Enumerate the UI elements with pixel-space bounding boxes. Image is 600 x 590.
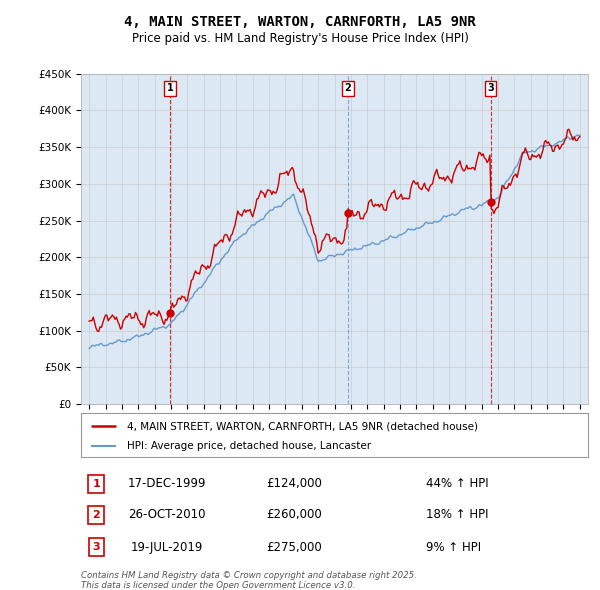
Text: 44% ↑ HPI: 44% ↑ HPI [426,477,488,490]
Text: Price paid vs. HM Land Registry's House Price Index (HPI): Price paid vs. HM Land Registry's House … [131,32,469,45]
Text: 4, MAIN STREET, WARTON, CARNFORTH, LA5 9NR: 4, MAIN STREET, WARTON, CARNFORTH, LA5 9… [124,15,476,29]
Text: 2: 2 [344,83,351,93]
Text: 9% ↑ HPI: 9% ↑ HPI [426,540,481,553]
Text: 1: 1 [167,83,173,93]
Text: 19-JUL-2019: 19-JUL-2019 [131,540,203,553]
Text: £260,000: £260,000 [266,509,322,522]
Text: 1: 1 [92,479,100,489]
Text: 17-DEC-1999: 17-DEC-1999 [128,477,206,490]
Text: £275,000: £275,000 [266,540,322,553]
Text: £124,000: £124,000 [266,477,322,490]
Text: 3: 3 [487,83,494,93]
Text: Contains HM Land Registry data © Crown copyright and database right 2025.: Contains HM Land Registry data © Crown c… [81,571,417,579]
Text: 3: 3 [92,542,100,552]
Text: HPI: Average price, detached house, Lancaster: HPI: Average price, detached house, Lanc… [127,441,371,451]
Text: 18% ↑ HPI: 18% ↑ HPI [426,509,488,522]
Text: 2: 2 [92,510,100,520]
Text: This data is licensed under the Open Government Licence v3.0.: This data is licensed under the Open Gov… [81,581,355,589]
Text: 4, MAIN STREET, WARTON, CARNFORTH, LA5 9NR (detached house): 4, MAIN STREET, WARTON, CARNFORTH, LA5 9… [127,421,478,431]
Text: 26-OCT-2010: 26-OCT-2010 [128,509,206,522]
